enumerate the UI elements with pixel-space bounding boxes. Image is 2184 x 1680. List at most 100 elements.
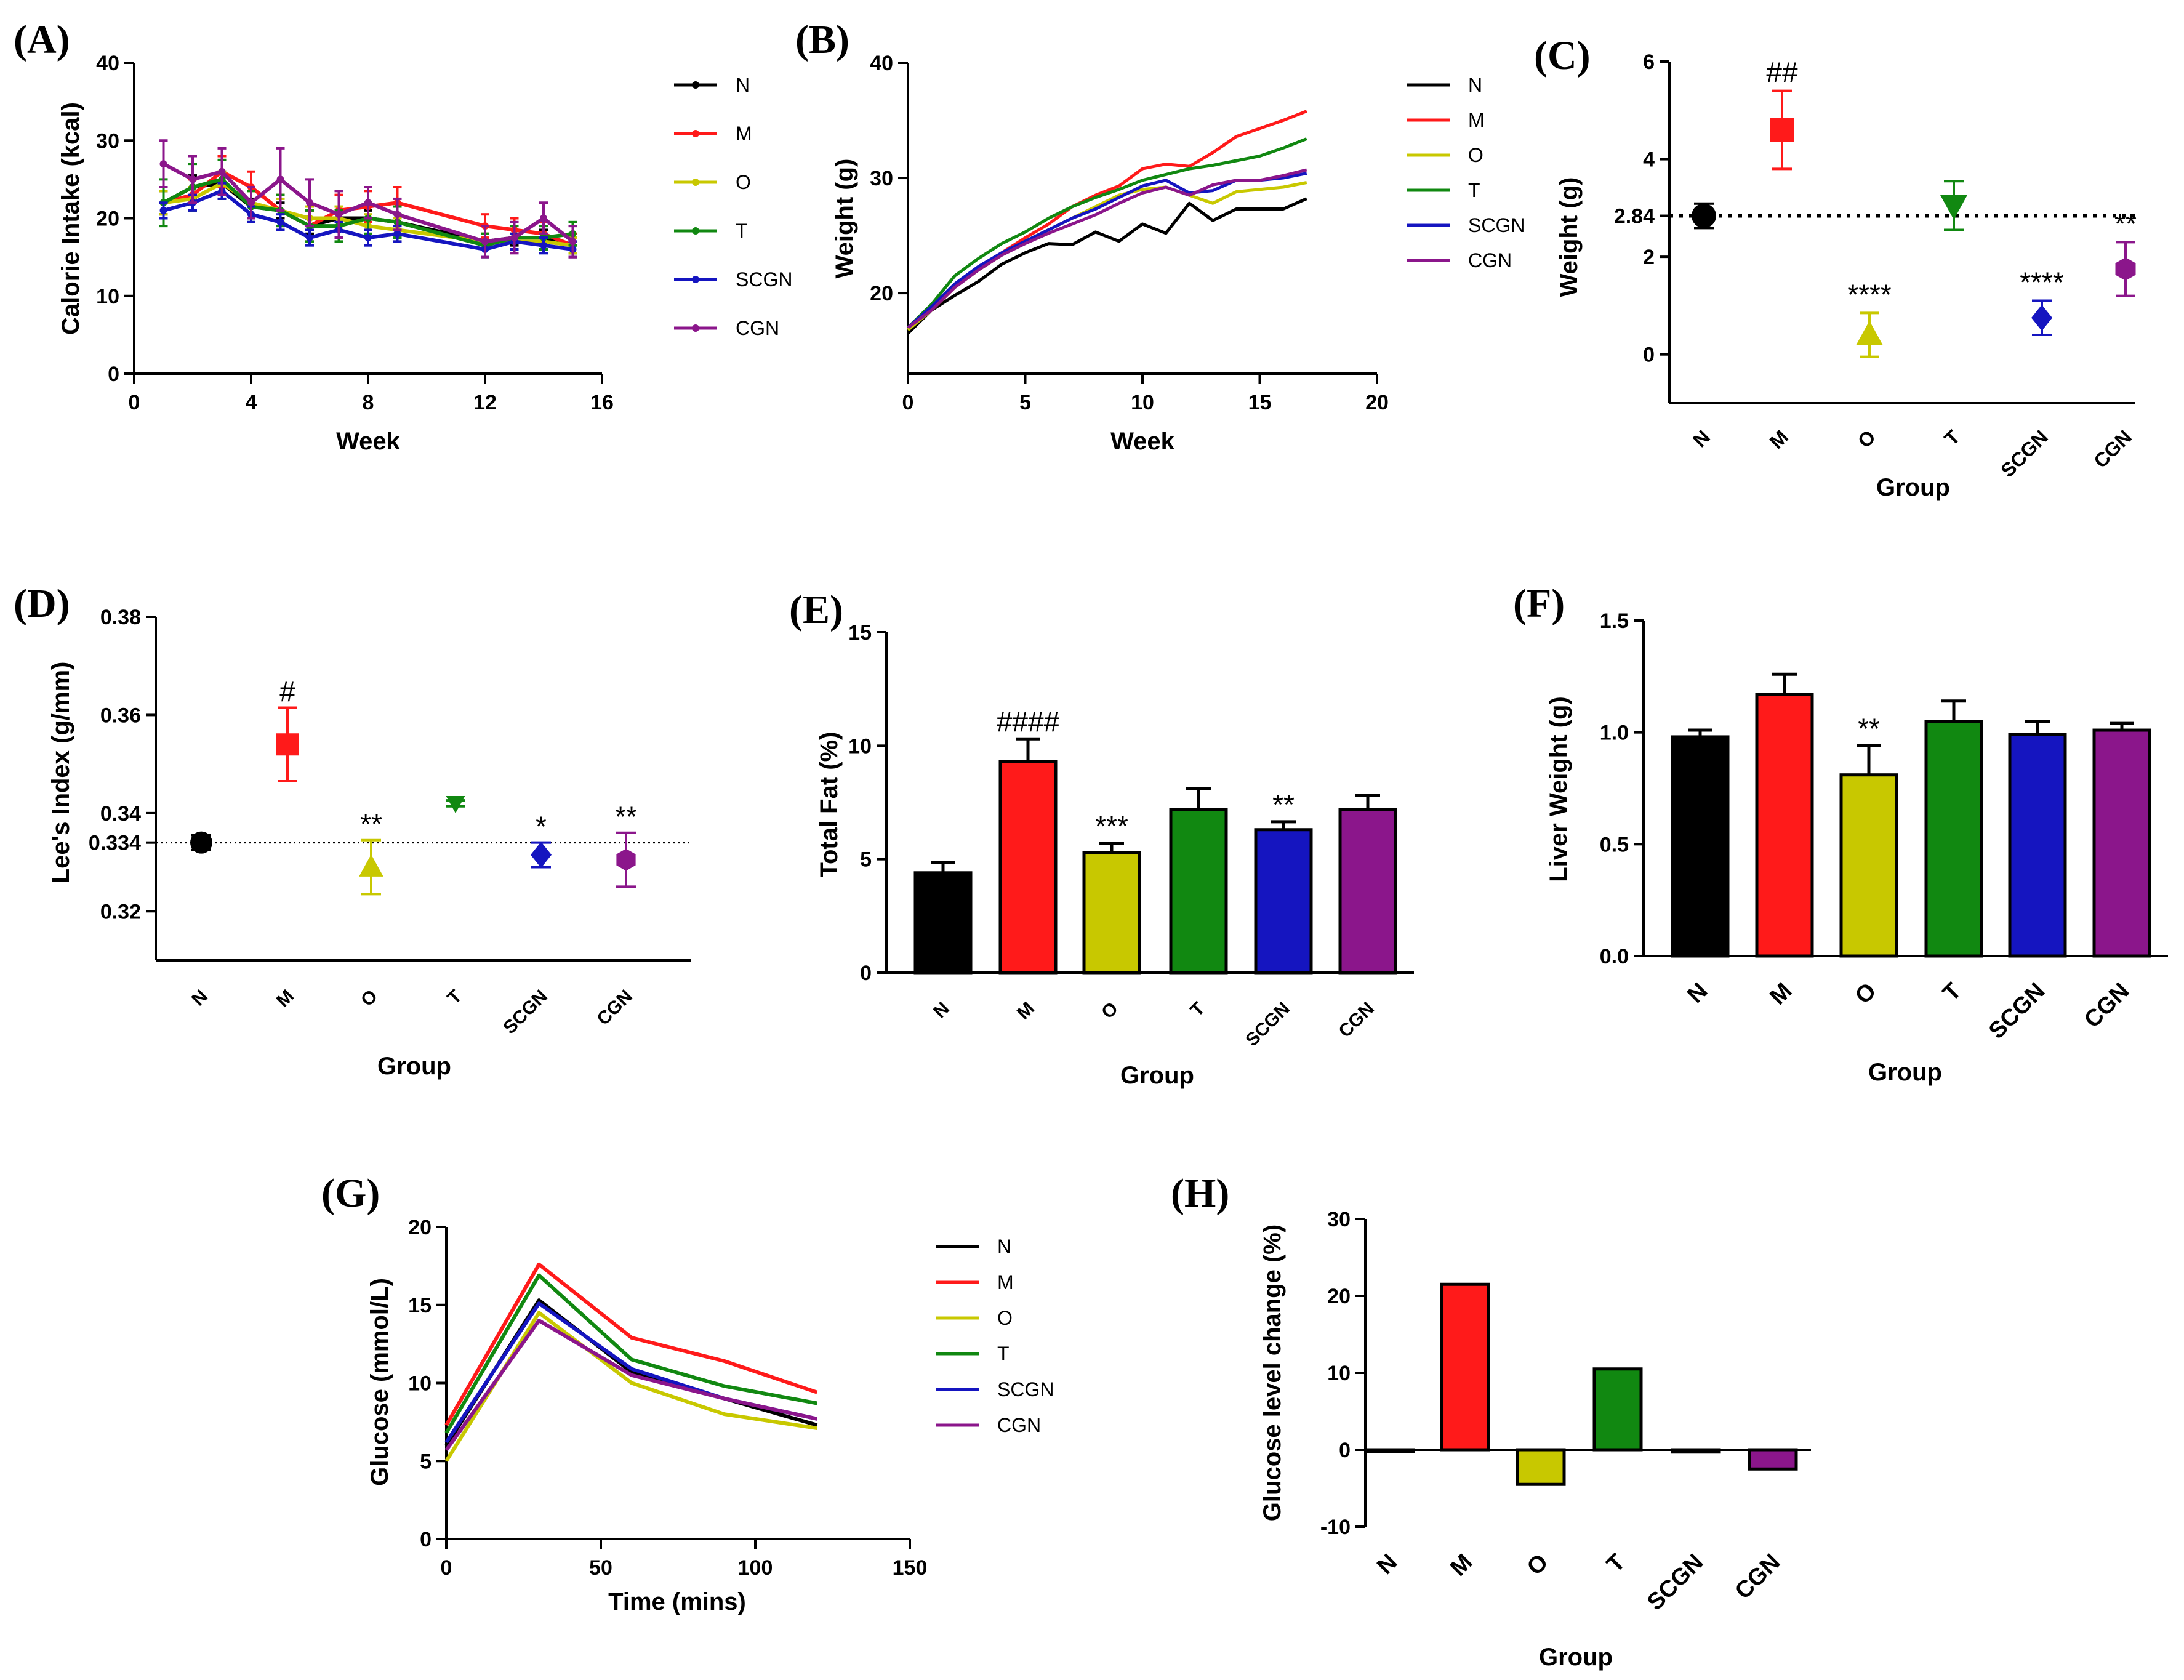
x-tick-label: 8 <box>363 391 374 414</box>
data-point-SCGN <box>2031 305 2052 331</box>
y-tick-label: 1.0 <box>1600 721 1629 745</box>
series-line-CGN <box>907 168 1307 329</box>
legend-label-CGN: CGN <box>736 317 779 339</box>
y-axis-title: Glucose level change (%) <box>1259 1224 1286 1521</box>
x-category-label-N: N <box>1372 1549 1402 1580</box>
x-category-label-CGN: CGN <box>1730 1549 1785 1604</box>
significance-mark-SCGN: **** <box>2020 267 2064 299</box>
series-line-M <box>444 1262 818 1426</box>
x-tick-label: 15 <box>1248 391 1272 414</box>
y-axis-title: Weight (g) <box>1556 177 1583 297</box>
x-tick-label: 100 <box>738 1556 773 1580</box>
significance-mark-O: *** <box>1095 810 1128 842</box>
x-category-label-M: M <box>273 986 298 1011</box>
x-category-label-CGN: CGN <box>1335 999 1378 1042</box>
x-axis-title: Group <box>1120 1062 1194 1089</box>
bar-M <box>998 760 1058 975</box>
y-axis-title: Weight (g) <box>831 159 858 279</box>
reference-label: 2.84 <box>1614 205 1655 228</box>
y-tick-label: 0 <box>860 962 872 985</box>
x-category-label-T: T <box>1187 999 1209 1021</box>
data-point-CGN <box>247 199 255 207</box>
y-tick-label: 0 <box>420 1528 432 1551</box>
x-tick-label: 0 <box>129 391 140 414</box>
panel-label-D: (D) <box>14 581 70 626</box>
legend-label-T: T <box>997 1343 1010 1365</box>
legend-marker-N <box>692 81 699 89</box>
legend-label-CGN: CGN <box>997 1414 1041 1436</box>
data-point-CGN <box>218 167 226 175</box>
series-line-M <box>907 110 1307 329</box>
bar-CGN <box>2092 728 2151 958</box>
chart-panel-A: 0 10 20 30 40 0 4 8 12 16 Calorie Intake (kcal) Wee… <box>14 17 792 455</box>
x-category-label-O: O <box>1853 425 1880 452</box>
x-axis-title: Week <box>336 428 401 455</box>
y-tick-label: 0.34 <box>100 802 141 826</box>
legend-label-T: T <box>736 220 748 242</box>
bar-CGN <box>1338 808 1397 975</box>
significance-mark-M: #### <box>997 705 1060 738</box>
y-tick-label: 5 <box>860 848 872 872</box>
x-category-label-SCGN: SCGN <box>1642 1549 1708 1615</box>
x-tick-label: 16 <box>590 391 614 414</box>
data-point-CGN <box>481 238 489 246</box>
legend-label-O: O <box>736 171 751 193</box>
y-axis-title: Lee's Index (g/mm) <box>47 662 74 884</box>
bar-N <box>913 871 973 975</box>
chart-panel-H: -10 0 10 20 30 Glucose level change (%) N M O T SC… <box>1171 1171 1811 1671</box>
bar-T <box>1592 1367 1643 1452</box>
data-point-SCGN <box>393 230 401 238</box>
x-tick-label: 12 <box>473 391 497 414</box>
chart-panel-F: 0.0 0.5 1.0 1.5 ** Liver Weight (g) N M O T SCGN CG… <box>1513 581 2168 1086</box>
data-point-CGN <box>540 214 547 222</box>
bar-M <box>1755 693 1814 958</box>
y-axis-title: Glucose (mmol/L) <box>366 1278 393 1486</box>
significance-mark-M: # <box>279 675 295 707</box>
x-category-label-M: M <box>1445 1549 1477 1582</box>
legend-label-N: N <box>736 74 750 96</box>
y-tick-label: 20 <box>870 282 893 305</box>
x-axis-title: Week <box>1110 428 1175 455</box>
bar-SCGN <box>1671 1448 1721 1454</box>
data-point-CGN <box>510 234 518 242</box>
x-category-label-N: N <box>1688 425 1714 451</box>
data-point-CGN <box>276 175 284 183</box>
legend-label-SCGN: SCGN <box>736 268 792 291</box>
data-point-CGN <box>189 175 196 183</box>
x-category-label-SCGN: SCGN <box>1242 999 1294 1051</box>
series-line-T <box>907 137 1307 329</box>
bar-SCGN <box>1254 828 1313 975</box>
y-axis-title: Calorie Intake (kcal) <box>57 102 84 335</box>
y-tick-label: 1.5 <box>1600 609 1629 633</box>
x-category-label-T: T <box>1940 425 1965 450</box>
bar-O <box>1516 1448 1566 1486</box>
series-line-N <box>907 197 1307 335</box>
chart-panel-G: 0 5 10 15 20 0 50 100 150 Glucose (mmol/L) Time (m… <box>321 1171 1054 1615</box>
y-tick-label: 0.38 <box>100 606 141 629</box>
significance-mark-O: ** <box>360 808 382 840</box>
bar-N <box>1671 735 1730 958</box>
bar-T <box>1924 720 1983 958</box>
x-category-label-CGN: CGN <box>2089 425 2136 472</box>
x-category-label-M: M <box>1765 425 1793 452</box>
y-tick-label: 30 <box>1327 1208 1351 1231</box>
data-point-CGN <box>306 199 313 207</box>
bar-M <box>1440 1282 1490 1452</box>
data-point-T <box>1940 195 1967 220</box>
panel-label-C: (C) <box>1534 33 1591 78</box>
x-tick-label: 50 <box>589 1556 612 1580</box>
data-point-O <box>359 854 383 877</box>
data-point-CGN <box>159 160 167 168</box>
panel-label-H: (H) <box>1171 1171 1229 1216</box>
data-point-CGN <box>2115 257 2136 281</box>
panel-label-A: (A) <box>14 17 70 62</box>
data-point-SCGN <box>364 234 372 242</box>
x-tick-label: 0 <box>441 1556 452 1580</box>
y-tick-label: 0.5 <box>1600 833 1629 856</box>
x-axis-title: Time (mins) <box>608 1588 746 1615</box>
x-category-label-O: O <box>1098 999 1122 1023</box>
data-point-SCGN <box>531 842 552 868</box>
